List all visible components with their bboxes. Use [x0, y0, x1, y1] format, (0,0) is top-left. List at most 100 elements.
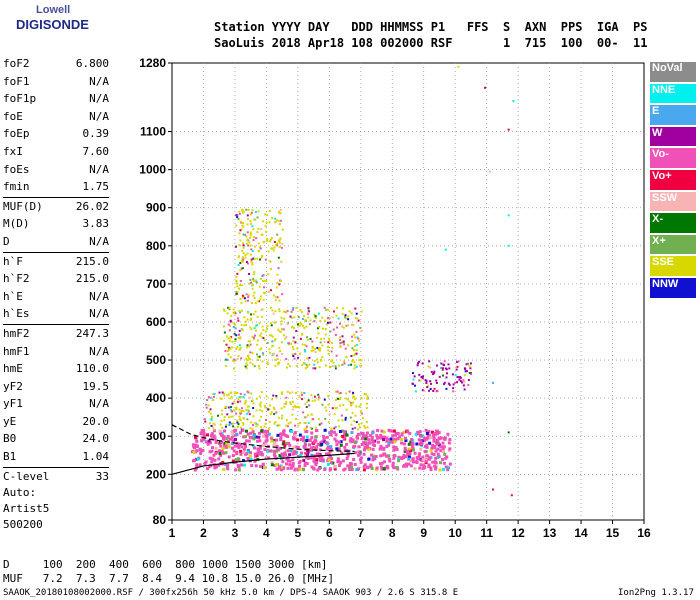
trace-dot	[303, 326, 306, 329]
trace-dot	[303, 463, 307, 467]
y-tick-label: 900	[146, 201, 166, 215]
trace-dot	[278, 424, 281, 427]
trace-dot	[452, 387, 455, 390]
trace-dot	[437, 437, 441, 441]
trace-dot	[371, 455, 375, 459]
trace-dot	[265, 327, 268, 330]
trace-dot	[354, 414, 357, 417]
trace-dot	[355, 343, 358, 346]
trace-dot	[253, 270, 256, 273]
trace-dot	[235, 293, 238, 296]
trace-dot	[245, 452, 249, 456]
trace-dot	[324, 452, 328, 456]
trace-dot	[443, 437, 447, 441]
trace-dot	[194, 443, 198, 447]
trace-dot	[243, 297, 246, 300]
trace-dot	[254, 210, 257, 213]
trace-dot	[237, 264, 240, 267]
param-value: N/A	[89, 397, 109, 411]
trace-dot	[351, 340, 354, 343]
trace-dot	[239, 261, 242, 264]
trace-dot	[439, 449, 443, 453]
trace-dot	[255, 425, 258, 428]
trace-dot	[308, 323, 311, 326]
trace-dot	[238, 310, 241, 313]
trace-dot	[289, 401, 292, 404]
trace-dot	[261, 410, 264, 413]
trace-dot	[328, 468, 332, 472]
trace-dot	[280, 407, 283, 410]
trace-dot	[230, 430, 234, 434]
trace-dot	[366, 397, 369, 400]
trace-dot	[236, 457, 240, 461]
trace-dot	[406, 449, 410, 453]
trace-dot	[238, 329, 241, 332]
trace-dot	[297, 464, 301, 468]
trace-dot	[267, 250, 270, 253]
trace-dot	[259, 452, 263, 456]
trace-dot	[275, 463, 279, 467]
trace-dot	[354, 336, 357, 339]
trace-dot	[412, 378, 415, 381]
trace-dot	[251, 209, 254, 212]
trace-dot	[306, 336, 309, 339]
trace-dot	[278, 211, 281, 214]
trace-dot	[363, 424, 366, 427]
trace-dot	[382, 452, 386, 456]
trace-dot	[365, 402, 368, 405]
trace-dot	[231, 402, 234, 405]
trace-dot	[267, 408, 270, 411]
trace-dot	[327, 403, 330, 406]
trace-dot	[273, 422, 276, 425]
trace-dot	[313, 359, 316, 362]
trace-dot	[400, 438, 404, 442]
trace-dot	[350, 465, 354, 469]
trace-dot	[441, 441, 445, 445]
trace-dot	[421, 362, 424, 365]
trace-dot	[323, 341, 326, 344]
trace-dot	[227, 406, 230, 409]
trace-dot	[350, 335, 353, 338]
trace-dot	[442, 461, 446, 465]
trace-dot	[286, 449, 290, 453]
trace-dot	[204, 460, 208, 464]
trace-dot	[392, 448, 396, 452]
trace-dot	[324, 319, 327, 322]
param-row: B0 24.0	[3, 430, 109, 448]
trace-dot	[253, 446, 257, 450]
trace-dot	[368, 441, 372, 445]
trace-dot	[321, 327, 324, 330]
trace-dot	[298, 422, 301, 425]
trace-dot	[253, 327, 256, 330]
trace-dot	[350, 363, 353, 366]
trace-dot	[322, 440, 326, 444]
trace-dot	[296, 347, 299, 350]
trace-dot	[209, 408, 212, 411]
trace-dot	[276, 242, 279, 245]
trace-dot	[222, 339, 225, 342]
y-tick-label: 1000	[139, 163, 166, 177]
trace-dot	[250, 313, 253, 316]
x-tick-label: 9	[420, 526, 427, 540]
trace-dot	[236, 391, 239, 394]
trace-dot	[369, 434, 373, 438]
y-tick-label: 800	[146, 239, 166, 253]
trace-dot	[268, 240, 271, 243]
trace-dot	[273, 463, 277, 467]
trace-dot	[312, 456, 316, 460]
trace-dot	[307, 316, 310, 319]
y-tick-label: 1280	[139, 56, 166, 70]
trace-dot	[425, 443, 429, 447]
param-name: foE	[3, 109, 23, 123]
trace-dot	[242, 435, 246, 439]
trace-dot	[419, 463, 423, 467]
trace-dot	[230, 436, 234, 440]
trace-dot	[234, 428, 238, 432]
trace-dot	[212, 392, 215, 395]
param-name: B1	[3, 450, 17, 464]
trace-dot	[422, 464, 426, 468]
trace-dot	[341, 325, 344, 328]
trace-dot	[260, 336, 263, 339]
trace-dot	[305, 438, 309, 442]
trace-dot	[442, 363, 445, 366]
